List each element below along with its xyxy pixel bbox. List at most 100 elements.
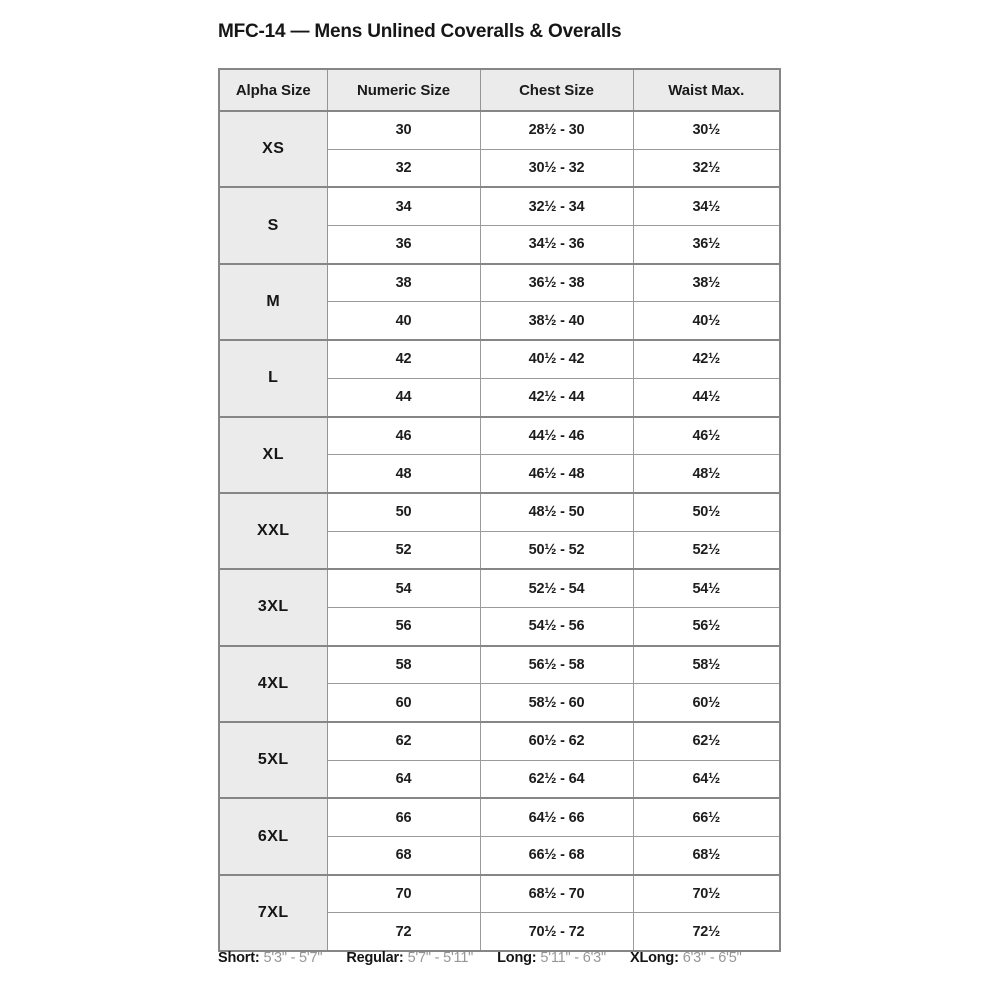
table-row: XXL 50 48½ - 50 50½ <box>218 492 781 571</box>
table-row: 5XL 62 60½ - 62 62½ <box>218 721 781 800</box>
chest-size-cell: 50½ - 52 <box>479 530 634 571</box>
table-row: 7XL 70 68½ - 70 70½ <box>218 874 781 953</box>
numeric-size-cell: 46 <box>326 415 481 456</box>
chest-size-cell: 32½ - 34 <box>479 186 634 227</box>
numeric-size-cell: 60 <box>326 683 481 724</box>
numeric-size-cell: 34 <box>326 186 481 227</box>
column-header-numeric-size: Numeric Size <box>326 68 481 112</box>
chest-size-cell: 68½ - 70 <box>479 874 634 914</box>
alpha-size-cell: XS <box>218 110 328 189</box>
numeric-size-cell: 32 <box>326 148 481 189</box>
table-row: XS 30 28½ - 30 30½ <box>218 110 781 189</box>
chest-size-cell: 28½ - 30 <box>479 110 634 150</box>
numeric-size-cell: 50 <box>326 492 481 532</box>
chest-size-cell: 52½ - 54 <box>479 568 634 608</box>
alpha-size-cell: 3XL <box>218 568 328 647</box>
numeric-size-cell: 54 <box>326 568 481 608</box>
height-range-label: Short: <box>218 950 260 966</box>
numeric-size-cell: 70 <box>326 874 481 914</box>
waist-max-cell: 50½ <box>632 492 781 532</box>
waist-max-cell: 40½ <box>632 301 781 342</box>
alpha-size-cell: 4XL <box>218 645 328 724</box>
alpha-size-cell: 6XL <box>218 797 328 876</box>
waist-max-cell: 68½ <box>632 836 781 876</box>
table-row: XL 46 44½ - 46 46½ <box>218 415 781 494</box>
height-range-value: 6'3" - 6'5" <box>682 950 742 966</box>
waist-max-cell: 70½ <box>632 874 781 914</box>
numeric-size-cell: 62 <box>326 721 481 761</box>
chest-size-cell: 64½ - 66 <box>479 797 634 838</box>
numeric-size-cell: 52 <box>326 530 481 571</box>
waist-max-cell: 42½ <box>632 339 781 379</box>
table-row: 3XL 54 52½ - 54 54½ <box>218 568 781 647</box>
numeric-size-cell: 72 <box>326 912 481 953</box>
size-chart-table: Alpha Size Numeric Size Chest Size Waist… <box>218 68 781 953</box>
waist-max-cell: 64½ <box>632 759 781 800</box>
numeric-size-cell: 56 <box>326 606 481 647</box>
numeric-size-cell: 68 <box>326 836 481 876</box>
table-row: 64 62½ - 64 64½ <box>219 759 781 800</box>
alpha-size-cell: M <box>218 263 328 342</box>
height-range-xlong: XLong: 6'3" - 6'5" <box>630 950 742 966</box>
waist-max-cell: 48½ <box>632 454 781 494</box>
table-row: 40 38½ - 40 40½ <box>219 301 781 342</box>
table-row: 48 46½ - 48 48½ <box>219 454 781 494</box>
waist-max-cell: 38½ <box>632 263 781 303</box>
height-range-short: Short: 5'3" - 5'7" <box>218 950 323 966</box>
waist-max-cell: 66½ <box>632 797 781 838</box>
waist-max-cell: 62½ <box>632 721 781 761</box>
alpha-size-cell: 7XL <box>218 874 328 953</box>
chest-size-cell: 48½ - 50 <box>479 492 634 532</box>
table-row: 56 54½ - 56 56½ <box>219 606 781 647</box>
waist-max-cell: 58½ <box>632 645 781 685</box>
table-row: 4XL 58 56½ - 58 58½ <box>218 645 781 724</box>
waist-max-cell: 44½ <box>632 377 781 418</box>
column-header-chest-size: Chest Size <box>479 68 634 112</box>
chest-size-cell: 54½ - 56 <box>479 606 634 647</box>
page-title: MFC-14 — Mens Unlined Coveralls & Overal… <box>218 21 622 42</box>
table-row: S 34 32½ - 34 34½ <box>218 186 781 265</box>
waist-max-cell: 46½ <box>632 415 781 456</box>
chest-size-cell: 70½ - 72 <box>479 912 634 953</box>
chest-size-cell: 66½ - 68 <box>479 836 634 876</box>
table-row: 68 66½ - 68 68½ <box>219 836 781 876</box>
table-row: 44 42½ - 44 44½ <box>219 377 781 418</box>
column-header-alpha-size: Alpha Size <box>218 68 328 112</box>
height-range-value: 5'7" - 5'11" <box>407 950 474 966</box>
chest-size-cell: 36½ - 38 <box>479 263 634 303</box>
table-row: 60 58½ - 60 60½ <box>219 683 781 724</box>
numeric-size-cell: 38 <box>326 263 481 303</box>
chest-size-cell: 62½ - 64 <box>479 759 634 800</box>
height-range-label: Long: <box>497 950 537 966</box>
waist-max-cell: 32½ <box>632 148 781 189</box>
waist-max-cell: 36½ <box>632 225 781 265</box>
height-range-legend: Short: 5'3" - 5'7" Regular: 5'7" - 5'11"… <box>218 950 742 966</box>
numeric-size-cell: 64 <box>326 759 481 800</box>
numeric-size-cell: 48 <box>326 454 481 494</box>
numeric-size-cell: 66 <box>326 797 481 838</box>
numeric-size-cell: 36 <box>326 225 481 265</box>
table-row: 52 50½ - 52 52½ <box>219 530 781 571</box>
waist-max-cell: 72½ <box>632 912 781 953</box>
alpha-size-cell: XL <box>218 415 328 494</box>
height-range-long: Long: 5'11" - 6'3" <box>497 950 606 966</box>
waist-max-cell: 60½ <box>632 683 781 724</box>
table-row: 36 34½ - 36 36½ <box>219 225 781 265</box>
waist-max-cell: 52½ <box>632 530 781 571</box>
waist-max-cell: 56½ <box>632 606 781 647</box>
chest-size-cell: 56½ - 58 <box>479 645 634 685</box>
alpha-size-cell: S <box>218 186 328 265</box>
alpha-size-cell: XXL <box>218 492 328 571</box>
table-row: L 42 40½ - 42 42½ <box>218 339 781 418</box>
alpha-size-cell: L <box>218 339 328 418</box>
chest-size-cell: 58½ - 60 <box>479 683 634 724</box>
chest-size-cell: 34½ - 36 <box>479 225 634 265</box>
table-row: M 38 36½ - 38 38½ <box>218 263 781 342</box>
header-row: Alpha Size Numeric Size Chest Size Waist… <box>218 68 781 112</box>
numeric-size-cell: 58 <box>326 645 481 685</box>
numeric-size-cell: 44 <box>326 377 481 418</box>
waist-max-cell: 54½ <box>632 568 781 608</box>
height-range-label: XLong: <box>629 950 679 966</box>
chest-size-cell: 44½ - 46 <box>479 415 634 456</box>
chest-size-cell: 46½ - 48 <box>479 454 634 494</box>
